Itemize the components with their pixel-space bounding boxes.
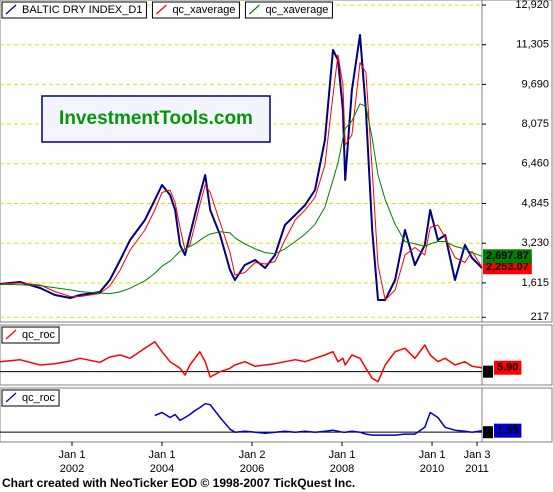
panel (0, 324, 483, 386)
legend-item: qc_roc (1, 326, 60, 344)
watermark-box (41, 95, 271, 143)
x-tick-label: 2011 (465, 463, 489, 475)
y-tick-label: 4,845 (521, 197, 549, 209)
legend-item: qc_roc (1, 389, 60, 407)
series-line (0, 103, 483, 295)
last-value-box (483, 249, 532, 264)
tick-box (483, 365, 493, 378)
y-tick-label: 11,305 (516, 39, 549, 51)
x-tick-label: Jan 1 (329, 449, 356, 461)
series-line (0, 34, 483, 301)
legend-box (1, 389, 60, 407)
legend-swatch (249, 4, 260, 15)
x-tick-label: 2002 (60, 463, 84, 475)
last-value-label: 2,697.87 (486, 250, 529, 262)
last-value-label: 1.55 (497, 425, 518, 437)
x-tick-label: Jan 1 (59, 449, 86, 461)
y-tick-label: 3,230 (521, 237, 549, 249)
x-tick-label: 2008 (330, 463, 354, 475)
legend-label: BALTIC DRY INDEX_D1 (22, 4, 142, 16)
last-value-box (494, 360, 522, 375)
legend-swatch (5, 392, 17, 403)
legend-box (151, 1, 240, 19)
y-tick-label: 0 (485, 366, 491, 378)
x-tick-label: 2006 (240, 463, 264, 475)
x-tick-label: 2010 (420, 463, 444, 475)
last-value-label: 5.90 (497, 362, 518, 374)
x-tick-label: Jan 1 (149, 449, 176, 461)
y-tick-label: 1,615 (521, 277, 549, 289)
legend-swatch (5, 329, 17, 340)
series-line (0, 340, 483, 383)
y-tick-label: 217 (531, 311, 549, 323)
legend-label: qc_roc (22, 329, 56, 341)
legend-box (244, 1, 333, 19)
legend-label: qc_roc (22, 392, 56, 404)
y-tick-label: 12,920 (515, 0, 549, 11)
x-tick-label: 2004 (150, 463, 174, 475)
legend-swatch (5, 4, 17, 15)
y-tick-label: 9,690 (521, 78, 549, 90)
axis-area (481, 324, 553, 386)
watermark: InvestmentTools.com (59, 108, 253, 129)
x-tick-label: Jan 2 (239, 449, 266, 461)
last-value-label: 2,253.07 (486, 261, 529, 273)
series-line (154, 402, 483, 436)
tick-box (483, 426, 493, 439)
series-line (0, 54, 483, 301)
legend-item: qc_xaverage (244, 1, 333, 19)
last-value-box (494, 423, 522, 438)
plot-layer: 12,920 11,305 9,690 8,075 6,460 4,845 3,230 1,6… (0, 0, 553, 475)
y-tick-label: 0 (485, 426, 491, 438)
y-tick-label: 6,460 (521, 158, 549, 170)
legend-box (1, 1, 147, 19)
footer: Chart created with NeoTicker EOD © 1998-… (2, 476, 355, 490)
x-tick-label: Jan 1 (419, 449, 446, 461)
legend-label: qc_xaverage (172, 4, 235, 16)
last-value-box (483, 260, 532, 275)
legend-box (1, 326, 60, 344)
legend-item: qc_xaverage (151, 1, 240, 19)
y-tick-label: 8,075 (521, 118, 549, 130)
x-tick-label: Jan 3 (464, 449, 491, 461)
legend-item: BALTIC DRY INDEX_D1 (1, 1, 147, 19)
legend-label: qc_xaverage (265, 4, 328, 16)
legend-swatch (156, 4, 167, 15)
